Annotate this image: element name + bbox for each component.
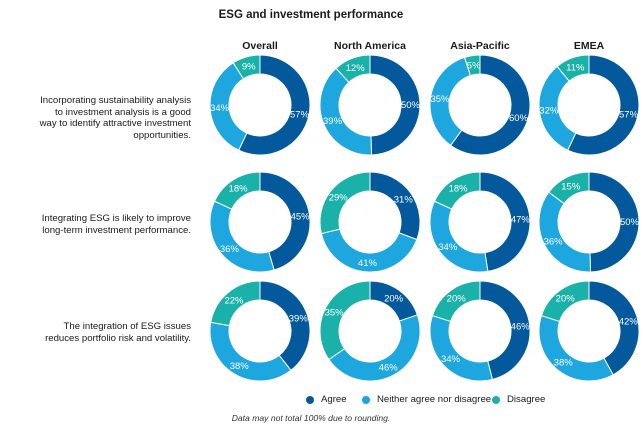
donut-label-disagree-row1-overall: 9% xyxy=(242,62,256,73)
donut-slice-agree-row1-overall xyxy=(238,54,311,156)
donut-slice-disagree-row3-asia-pacific xyxy=(431,280,481,323)
donut-slice-disagree-row2-asia-pacific xyxy=(433,171,481,210)
donut-slice-agree-row3-asia-pacific xyxy=(479,280,531,381)
column-header-overall: Overall xyxy=(242,40,278,52)
donut-label-neither-row2-asia-pacific: 34% xyxy=(438,242,458,253)
donut-label-neither-row2-emea: 36% xyxy=(544,236,564,247)
legend-label-disagree: Disagree xyxy=(507,394,546,405)
column-header-asia-pacific: Asia-Pacific xyxy=(450,40,510,52)
donut-slice-disagree-row2-emea xyxy=(548,171,590,205)
donut-label-disagree-row2-asia-pacific: 18% xyxy=(449,183,469,194)
donut-slice-disagree-row1-north-america xyxy=(335,54,371,83)
donut-slice-disagree-row3-overall xyxy=(210,280,261,327)
donut-slice-agree-row3-emea xyxy=(588,280,640,376)
donut-label-neither-row1-overall: 34% xyxy=(210,103,230,114)
donut-slice-neither-row3-asia-pacific xyxy=(429,314,494,382)
legend-item-neither: Neither agree nor disagree xyxy=(362,394,491,405)
donut-slice-agree-row2-emea xyxy=(588,171,640,273)
donut-label-agree-row2-overall: 45% xyxy=(291,212,311,223)
column-header-emea: EMEA xyxy=(573,40,605,52)
donut-label-disagree-row1-asia-pacific: 5% xyxy=(467,60,481,71)
donut-label-neither-row2-north-america: 41% xyxy=(358,258,378,269)
donut-label-agree-row3-north-america: 20% xyxy=(384,294,404,305)
donut-slice-disagree-row2-overall xyxy=(213,171,261,210)
donut-label-disagree-row1-north-america: 12% xyxy=(346,63,366,74)
donut-slice-neither-row1-north-america xyxy=(319,67,373,156)
donut-slice-agree-row1-asia-pacific xyxy=(449,54,531,156)
donut-slice-disagree-row3-north-america xyxy=(319,280,371,361)
donut-slice-disagree-row1-emea xyxy=(556,54,590,82)
donut-slice-disagree-row1-asia-pacific xyxy=(463,54,481,77)
donut-slice-agree-row2-overall xyxy=(259,171,311,271)
donut-label-disagree-row1-emea: 11% xyxy=(566,62,585,73)
legend-item-disagree: Disagree xyxy=(492,394,545,405)
donut-slice-neither-row3-emea xyxy=(538,314,614,382)
donut-grid: 57% 34% 9% 50% 39% 12% 60% 35% 5% 57% 32% 11% 45% 36%… xyxy=(209,54,640,382)
donut-label-neither-row1-emea: 32% xyxy=(539,106,559,117)
donut-slice-neither-row3-north-america xyxy=(328,314,421,382)
row-label-identify-opportunities: Incorporating sustainability analysis to… xyxy=(39,95,191,141)
donut-label-agree-row3-emea: 42% xyxy=(619,316,639,327)
donut-label-agree-row1-overall: 57% xyxy=(290,109,310,120)
row-label-improve-performance: Integrating ESG is likely to improve lon… xyxy=(41,213,191,236)
row-label-reduce-risk: The integration of ESG issues reduces po… xyxy=(45,321,191,344)
donut-slice-agree-row2-asia-pacific xyxy=(479,171,531,272)
donut-label-disagree-row3-asia-pacific: 20% xyxy=(447,294,467,305)
donut-label-agree-row1-north-america: 50% xyxy=(401,100,421,111)
donut-slice-agree-row1-north-america xyxy=(369,54,421,156)
donut-slice-neither-row2-emea xyxy=(538,191,592,273)
legend-label-agree: Agree xyxy=(321,394,347,405)
donut-slice-neither-row2-asia-pacific xyxy=(429,200,489,273)
chart-title: ESG and investment performance xyxy=(218,9,404,21)
donut-label-neither-row2-overall: 36% xyxy=(220,244,240,255)
donut-label-neither-row3-emea: 38% xyxy=(554,358,574,369)
donut-slice-agree-row2-north-america xyxy=(369,171,421,241)
donut-label-agree-row1-asia-pacific: 60% xyxy=(509,113,529,124)
donut-label-disagree-row3-emea: 20% xyxy=(556,294,576,305)
legend-swatch-agree xyxy=(306,395,314,404)
donut-label-agree-row2-asia-pacific: 47% xyxy=(511,214,531,225)
donut-label-neither-row3-asia-pacific: 34% xyxy=(441,354,461,365)
donut-label-disagree-row2-overall: 18% xyxy=(229,183,249,194)
donut-label-disagree-row2-emea: 15% xyxy=(561,181,581,192)
donut-label-neither-row3-north-america: 46% xyxy=(379,363,399,374)
rounding-note: Data may not total 100% due to rounding. xyxy=(231,413,391,423)
donut-slice-neither-row3-overall xyxy=(209,321,292,382)
donut-label-agree-row2-emea: 50% xyxy=(620,217,640,228)
donut-label-agree-row1-emea: 57% xyxy=(619,109,639,120)
legend-swatch-disagree xyxy=(492,395,500,404)
donut-slice-disagree-row1-overall xyxy=(232,54,261,80)
donut-label-neither-row1-asia-pacific: 35% xyxy=(430,94,450,105)
donut-slice-disagree-row2-north-america xyxy=(319,171,371,235)
donut-slice-disagree-row3-emea xyxy=(540,280,590,323)
donut-slice-agree-row1-emea xyxy=(567,54,640,156)
donut-label-neither-row3-overall: 38% xyxy=(230,361,250,372)
donut-label-agree-row3-overall: 39% xyxy=(289,313,309,324)
donut-label-agree-row3-asia-pacific: 46% xyxy=(511,321,531,332)
donut-slice-neither-row2-overall xyxy=(209,200,275,273)
legend-swatch-neither xyxy=(362,395,370,404)
legend-label-neither: Neither agree nor disagree xyxy=(377,394,492,405)
column-header-north-america: North America xyxy=(334,40,406,52)
donut-label-neither-row1-north-america: 39% xyxy=(323,116,343,127)
donut-label-disagree-row2-north-america: 29% xyxy=(329,192,349,203)
donut-label-agree-row2-north-america: 31% xyxy=(394,194,414,205)
donut-label-disagree-row3-overall: 22% xyxy=(224,295,244,306)
donut-label-disagree-row3-north-america: 35% xyxy=(325,308,345,319)
donut-slice-agree-row3-overall xyxy=(259,280,311,372)
legend-item-agree: Agree xyxy=(306,394,347,405)
legend: Agree Neither agree nor disagree Disagre… xyxy=(0,394,642,410)
